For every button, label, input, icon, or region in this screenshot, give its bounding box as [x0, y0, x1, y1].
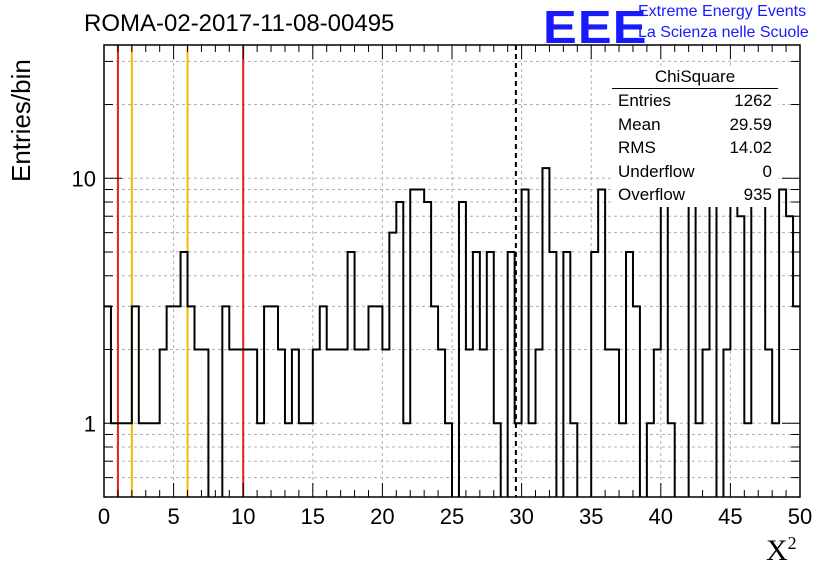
stats-label: Underflow [618, 161, 695, 181]
x-tick-label: 25 [440, 504, 464, 529]
x-tick-label: 30 [509, 504, 533, 529]
y-tick-label: 1 [84, 411, 96, 436]
eee-logo: EEE [543, 1, 648, 53]
x-tick-label: 10 [231, 504, 255, 529]
stats-box: ChiSquare Entries 1262 Mean 29.59 RMS 14… [612, 66, 778, 207]
y-axis-label: Entries/bin [6, 59, 36, 182]
stats-value: 0 [762, 161, 772, 181]
stats-value: 29.59 [729, 114, 772, 134]
x-axis-label-superscript: 2 [787, 533, 797, 553]
x-tick-label: 40 [649, 504, 673, 529]
stats-value: 14.02 [729, 138, 772, 157]
x-axis-label: X2 [766, 533, 797, 568]
x-tick-label: 45 [718, 504, 742, 529]
stats-row-overflow: Overflow 935 [612, 183, 778, 207]
stats-label: RMS [618, 138, 656, 157]
y-tick-label: 10 [72, 166, 96, 191]
stats-label: Mean [618, 114, 661, 134]
stats-title: ChiSquare [612, 66, 778, 89]
stats-label: Entries [618, 91, 671, 110]
stats-label: Overflow [618, 185, 686, 204]
chart-title: ROMA-02-2017-11-08-00495 [84, 10, 395, 37]
stats-value: 935 [743, 185, 772, 204]
marker-lines [116, 45, 517, 497]
logo-subtitle-line2: La Scienza nelle Scuole [638, 24, 809, 41]
logo-subtitle-line1: Extreme Energy Events [638, 3, 807, 20]
x-tick-label: 20 [370, 504, 394, 529]
x-tick-label: 15 [301, 504, 325, 529]
stats-row-entries: Entries 1262 [612, 89, 778, 113]
stats-row-underflow: Underflow 0 [612, 160, 778, 184]
stats-row-rms: RMS 14.02 [612, 136, 778, 160]
stats-value: 1262 [734, 91, 772, 110]
histogram-outline [104, 157, 800, 497]
x-axis-label-base: X [766, 534, 788, 567]
x-tick-label: 50 [788, 504, 812, 529]
stats-row-mean: Mean 29.59 [612, 113, 778, 137]
histogram-bars [104, 157, 800, 497]
axis-ticks: 0 5 10 15 20 25 30 35 40 45 50 1 10 [72, 45, 812, 529]
x-tick-label: 0 [98, 504, 110, 529]
x-tick-label: 5 [167, 504, 179, 529]
x-tick-label: 35 [579, 504, 603, 529]
